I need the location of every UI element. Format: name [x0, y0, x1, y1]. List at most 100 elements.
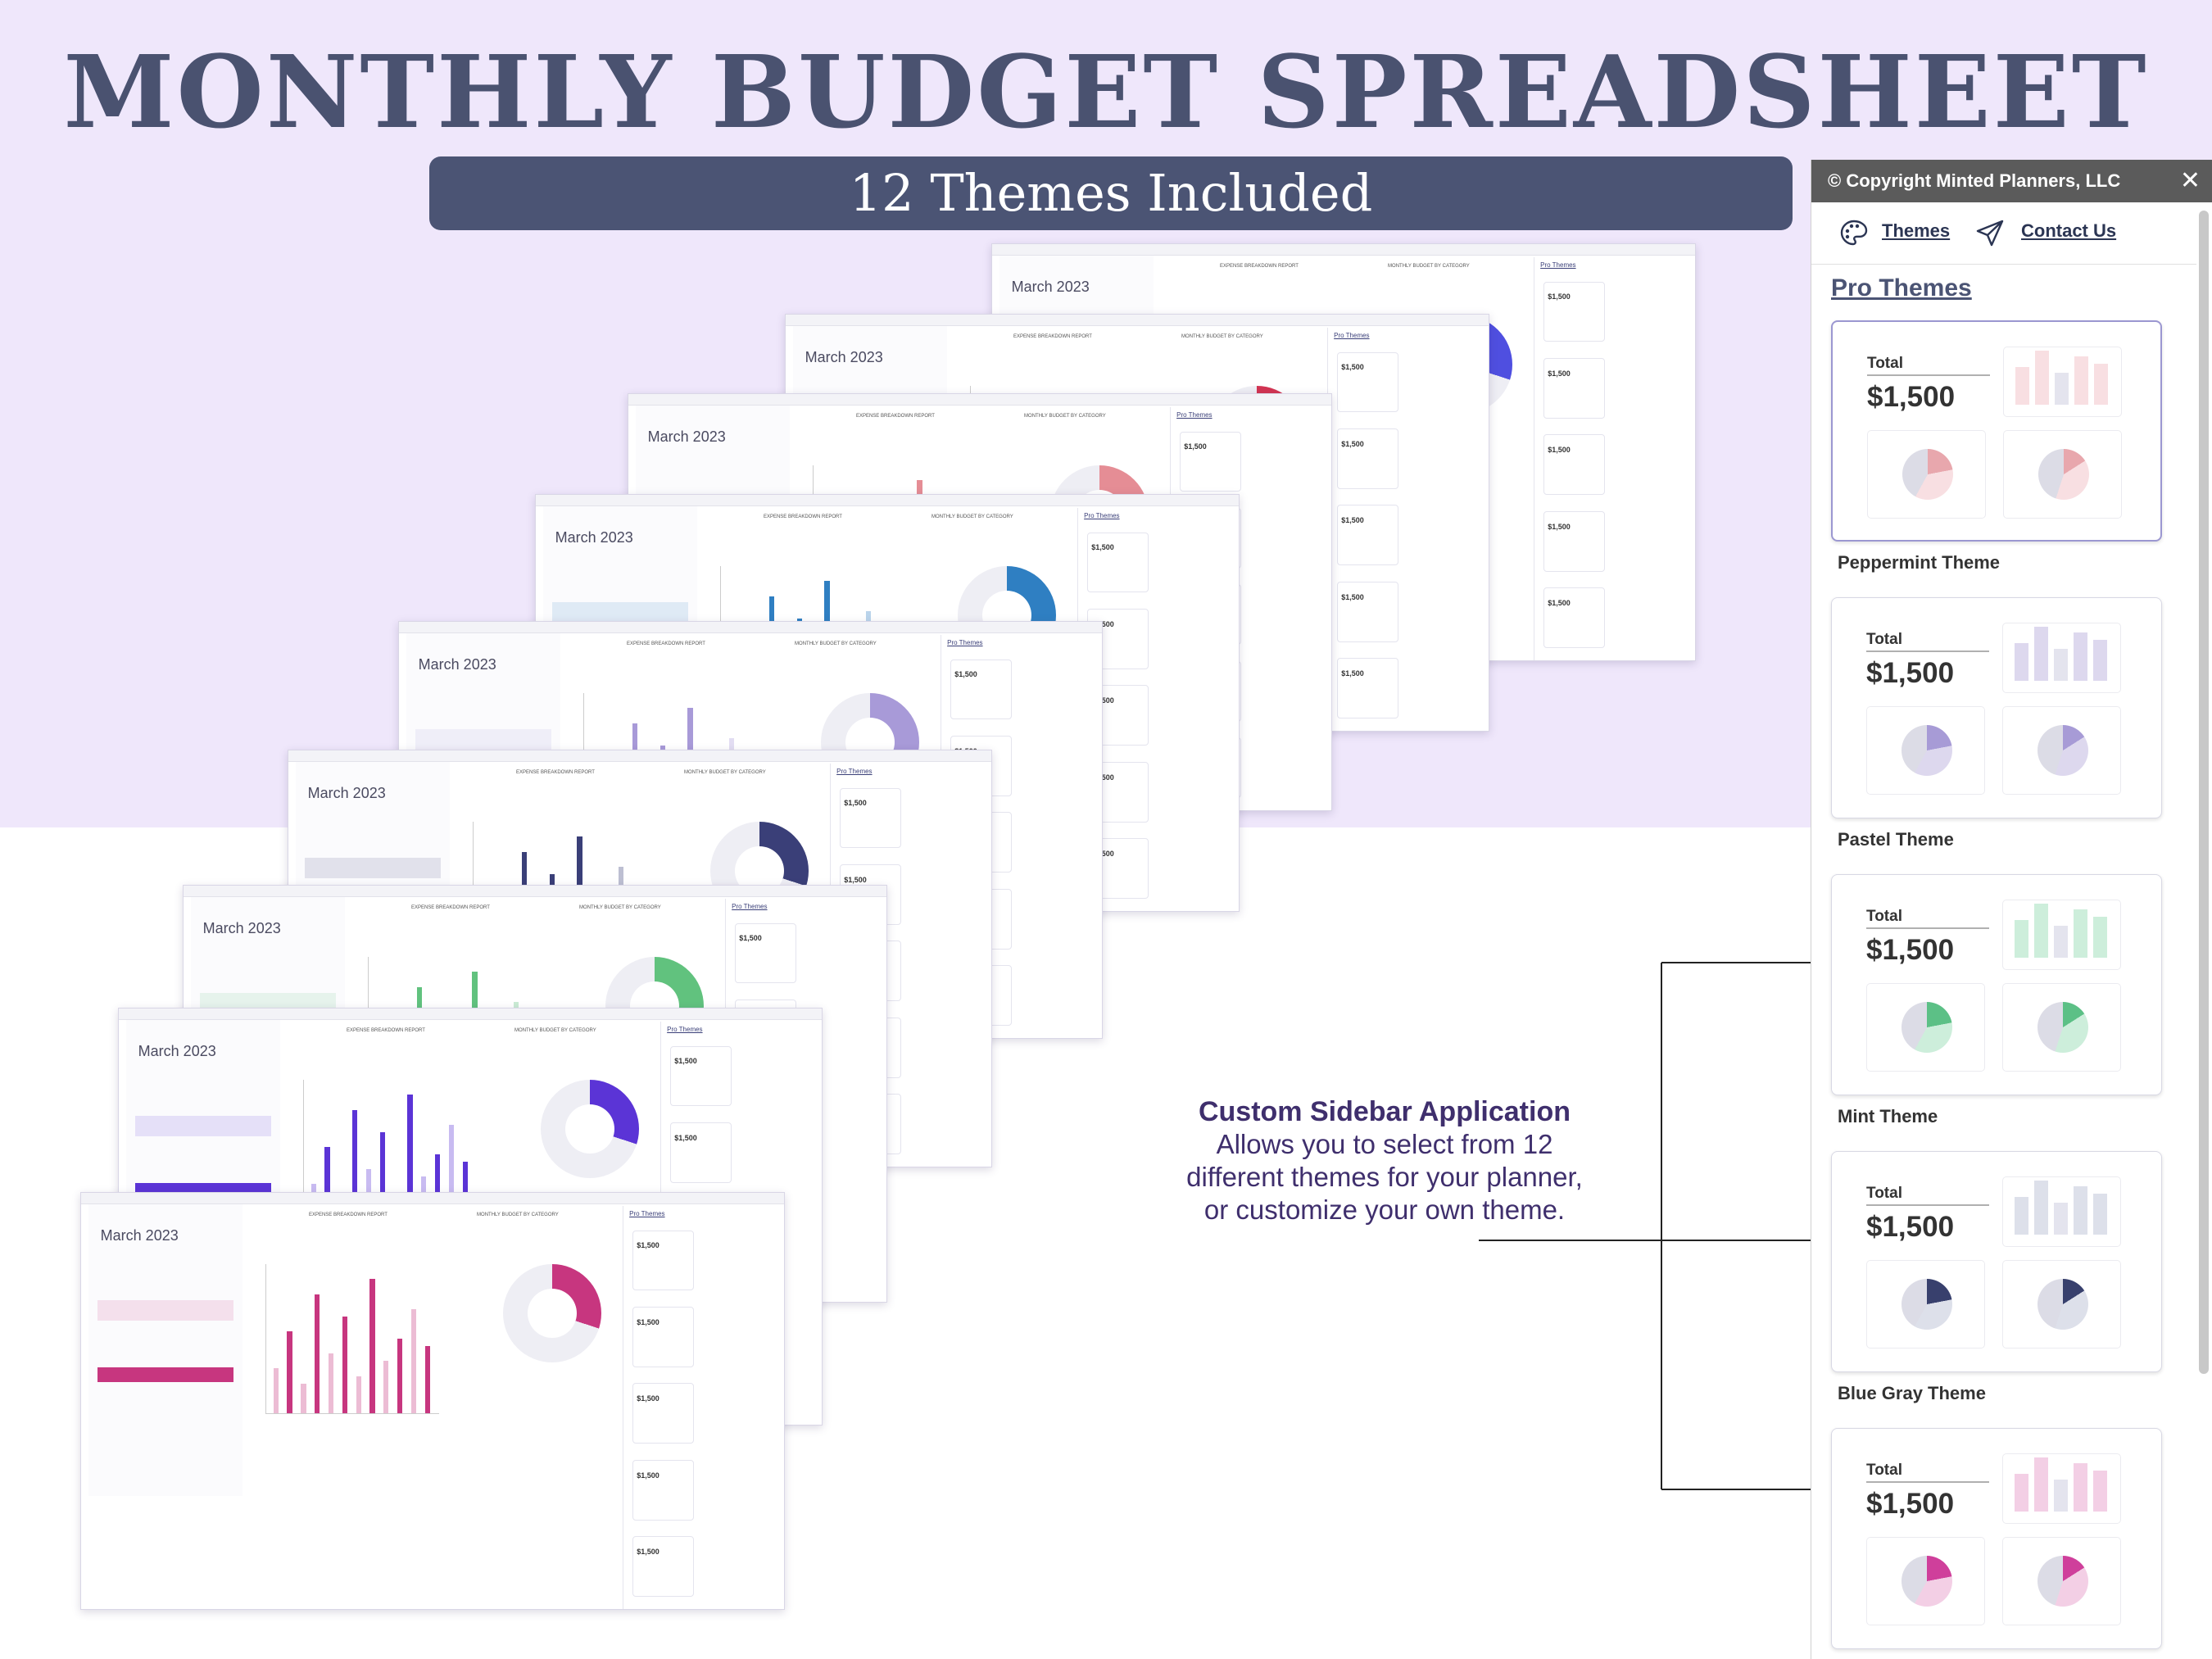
theme-preview-bar: [2054, 1480, 2068, 1512]
theme-preview-bar: [2094, 363, 2108, 405]
chart-bar: [424, 1346, 430, 1413]
mini-card-amount: $1,500: [637, 1471, 660, 1480]
category-chart-title: MONTHLY BUDGET BY CATEGORY: [1024, 414, 1106, 419]
mini-theme-card: $1,500: [1336, 658, 1398, 719]
mini-theme-card: $1,500: [1543, 510, 1605, 572]
theme-preview-bar: [2035, 351, 2049, 405]
theme-preview-bar: [2055, 373, 2069, 405]
sheet-month-title: March 2023: [647, 428, 726, 446]
mini-theme-card: $1,500: [632, 1536, 694, 1598]
chart-bar: [273, 1368, 279, 1413]
mini-sidebar: Pro Themes $1,500 $1,500 $1,500 $1,500 $1,500: [622, 1206, 700, 1609]
theme-bar-preview: [2002, 1453, 2121, 1524]
theme-card[interactable]: Total $1,500: [1831, 597, 2162, 818]
sidebar-header: © Copyright Minted Planners, LLC: [1811, 160, 2212, 202]
mini-card-amount: $1,500: [1548, 369, 1571, 378]
mini-theme-card: $1,500: [1179, 431, 1241, 492]
theme-preview-bar: [2015, 1196, 2028, 1235]
theme-total-amount: $1,500: [1866, 657, 1955, 689]
mini-card-amount: $1,500: [637, 1548, 660, 1557]
mini-theme-card: $1,500: [632, 1307, 694, 1367]
theme-bar-preview: [2003, 347, 2122, 417]
chart-bar: [328, 1353, 334, 1413]
mini-card-amount: $1,500: [1341, 592, 1364, 601]
chart-bar: [315, 1294, 320, 1413]
mini-theme-card: $1,500: [669, 1122, 732, 1183]
sheet-select-band: [551, 602, 688, 623]
mini-sidebar: Pro Themes $1,500 $1,500 $1,500 $1,500 $1,500: [1326, 328, 1405, 731]
mini-card-amount: $1,500: [1341, 669, 1364, 678]
theme-pie: [1902, 1279, 1952, 1330]
theme-name[interactable]: Peppermint Theme: [1838, 552, 2001, 573]
mini-card-amount: $1,500: [1548, 522, 1571, 531]
theme-bar-preview: [2002, 1176, 2121, 1247]
column-header-bar: [288, 750, 991, 762]
expense-chart: EXPENSE BREAKDOWN REPORT: [250, 1208, 446, 1466]
theme-pie-preview: [1866, 1260, 1985, 1349]
mini-sidebar-heading: Pro Themes: [947, 638, 983, 646]
theme-preview-bar: [2074, 1186, 2087, 1235]
chart-bar: [342, 1316, 347, 1413]
theme-card[interactable]: Total $1,500: [1831, 1151, 2162, 1372]
mini-card-amount: $1,500: [844, 875, 867, 884]
nav-themes-link[interactable]: Themes: [1882, 220, 1951, 241]
theme-divider: [1866, 1204, 1989, 1206]
mini-theme-card: $1,500: [734, 922, 796, 984]
theme-preview-bar: [2093, 916, 2107, 958]
theme-pie-preview: [1866, 1537, 1985, 1625]
palette-icon: [1840, 220, 1868, 246]
callout-body: Allows you to select from 12 different t…: [1186, 1129, 1583, 1225]
expense-chart-title: EXPENSE BREAKDOWN REPORT: [1013, 334, 1092, 340]
mini-theme-card: $1,500: [950, 659, 1012, 720]
mini-theme-card: $1,500: [839, 787, 901, 849]
chart-bar: [379, 1131, 385, 1229]
theme-name[interactable]: Blue Gray Theme: [1838, 1383, 1986, 1403]
mini-card-amount: $1,500: [739, 934, 762, 943]
nav-contact-link[interactable]: Contact Us: [2021, 220, 2117, 241]
theme-preview-bar: [2093, 1470, 2107, 1512]
category-chart-title: MONTHLY BUDGET BY CATEGORY: [931, 514, 1013, 520]
mini-card-amount: $1,500: [1341, 363, 1364, 372]
mini-sidebar-heading: Pro Themes: [667, 1025, 703, 1033]
theme-pie: [1902, 1002, 1952, 1053]
theme-preview-bar: [2093, 639, 2107, 681]
theme-sidebar: © Copyright Minted Planners, LLC ✕ Theme…: [1811, 160, 2212, 1659]
theme-card[interactable]: Total $1,500: [1831, 320, 2162, 542]
sheet-month-title: March 2023: [555, 529, 633, 546]
theme-pie: [2038, 449, 2089, 500]
theme-name[interactable]: Mint Theme: [1838, 1106, 1938, 1126]
sidebar-scrollbar[interactable]: [2199, 211, 2209, 1374]
mini-card-amount: $1,500: [1548, 292, 1571, 301]
mini-sidebar-heading: Pro Themes: [1084, 511, 1120, 519]
theme-total-amount: $1,500: [1866, 1211, 1955, 1243]
theme-card[interactable]: Total $1,500: [1831, 1428, 2162, 1649]
theme-card[interactable]: Total $1,500: [1831, 874, 2162, 1095]
mini-theme-card: $1,500: [1543, 358, 1605, 419]
chart-bar: [435, 1154, 441, 1229]
mini-card-amount: $1,500: [954, 670, 977, 679]
theme-pie-preview: [1866, 706, 1985, 795]
mini-card-amount: $1,500: [1184, 442, 1207, 451]
theme-preview-bar: [2015, 366, 2029, 405]
sheet-header-panel: March 2023: [88, 1204, 243, 1496]
category-chart-title: MONTHLY BUDGET BY CATEGORY: [514, 1028, 596, 1034]
chart-bar: [287, 1331, 292, 1413]
mini-card-amount: $1,500: [637, 1241, 660, 1250]
sidebar-callout: Custom Sidebar Application Allows you to…: [1180, 1096, 1589, 1226]
theme-divider: [1866, 927, 1989, 929]
sheet-month-title: March 2023: [100, 1227, 179, 1244]
category-chart-title: MONTHLY BUDGET BY CATEGORY: [579, 905, 661, 911]
chart-bar: [369, 1279, 375, 1413]
theme-divider: [1867, 374, 1990, 376]
theme-preview-bar: [2054, 649, 2068, 681]
chart-bar: [448, 1124, 455, 1229]
expense-chart-title: EXPENSE BREAKDOWN REPORT: [763, 514, 842, 520]
column-header-bar: [536, 495, 1239, 506]
chart-bar: [410, 1308, 417, 1413]
column-header-bar: [992, 244, 1695, 256]
close-icon[interactable]: ✕: [2179, 167, 2201, 194]
theme-preview-bar: [2034, 1457, 2048, 1512]
theme-pie-preview: [2002, 1537, 2121, 1625]
theme-name[interactable]: Pastel Theme: [1838, 829, 1954, 850]
theme-preview-bar: [2074, 909, 2087, 958]
